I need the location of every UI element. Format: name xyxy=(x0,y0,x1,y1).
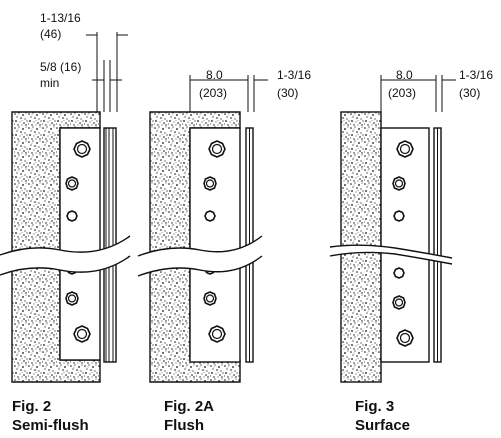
figure-surface xyxy=(329,75,456,383)
section-break xyxy=(138,236,262,276)
figure-flush xyxy=(137,75,268,383)
dim-label-depth-mm: (30) xyxy=(459,86,481,100)
dim-label-offset: 5/8 (16) xyxy=(40,60,82,74)
caption-fig3-name: Surface xyxy=(355,417,411,434)
dim-label-depth-in: 1-3/16 xyxy=(277,68,312,82)
hinge-leaf xyxy=(59,127,101,361)
frame-profile xyxy=(433,127,442,363)
section-break xyxy=(0,236,130,275)
caption-fig3-number: Fig. 3 xyxy=(355,398,395,415)
dim-label-clearance-in: 1-13/16 xyxy=(40,11,81,25)
bolt-holes xyxy=(392,140,414,347)
caption-fig2-name: Semi-flush xyxy=(12,417,89,434)
dimension-lines xyxy=(189,75,268,112)
caption-fig2a-number: Fig. 2A xyxy=(164,398,215,415)
dimension-lines xyxy=(86,32,128,112)
figure-semi-flush xyxy=(0,32,131,383)
dim-label-clearance-mm: (46) xyxy=(40,27,62,41)
hinge-leaf xyxy=(189,127,241,363)
dim-label-depth-mm: (30) xyxy=(277,86,299,100)
dim-label-width-mm: (203) xyxy=(199,86,228,100)
dim-label-width-mm: (203) xyxy=(388,86,417,100)
section-break xyxy=(330,245,452,264)
dim-label-depth-in: 1-3/16 xyxy=(459,68,494,82)
hinge-leaf xyxy=(380,127,430,363)
caption-fig2a-name: Flush xyxy=(164,417,204,434)
dim-label-width-in: 8.0 xyxy=(206,68,223,82)
dim-label-offset-note: min xyxy=(40,76,60,90)
dim-label-width-in: 8.0 xyxy=(396,68,413,82)
caption-fig2-number: Fig. 2 xyxy=(12,398,52,415)
dimension-lines xyxy=(380,75,456,112)
